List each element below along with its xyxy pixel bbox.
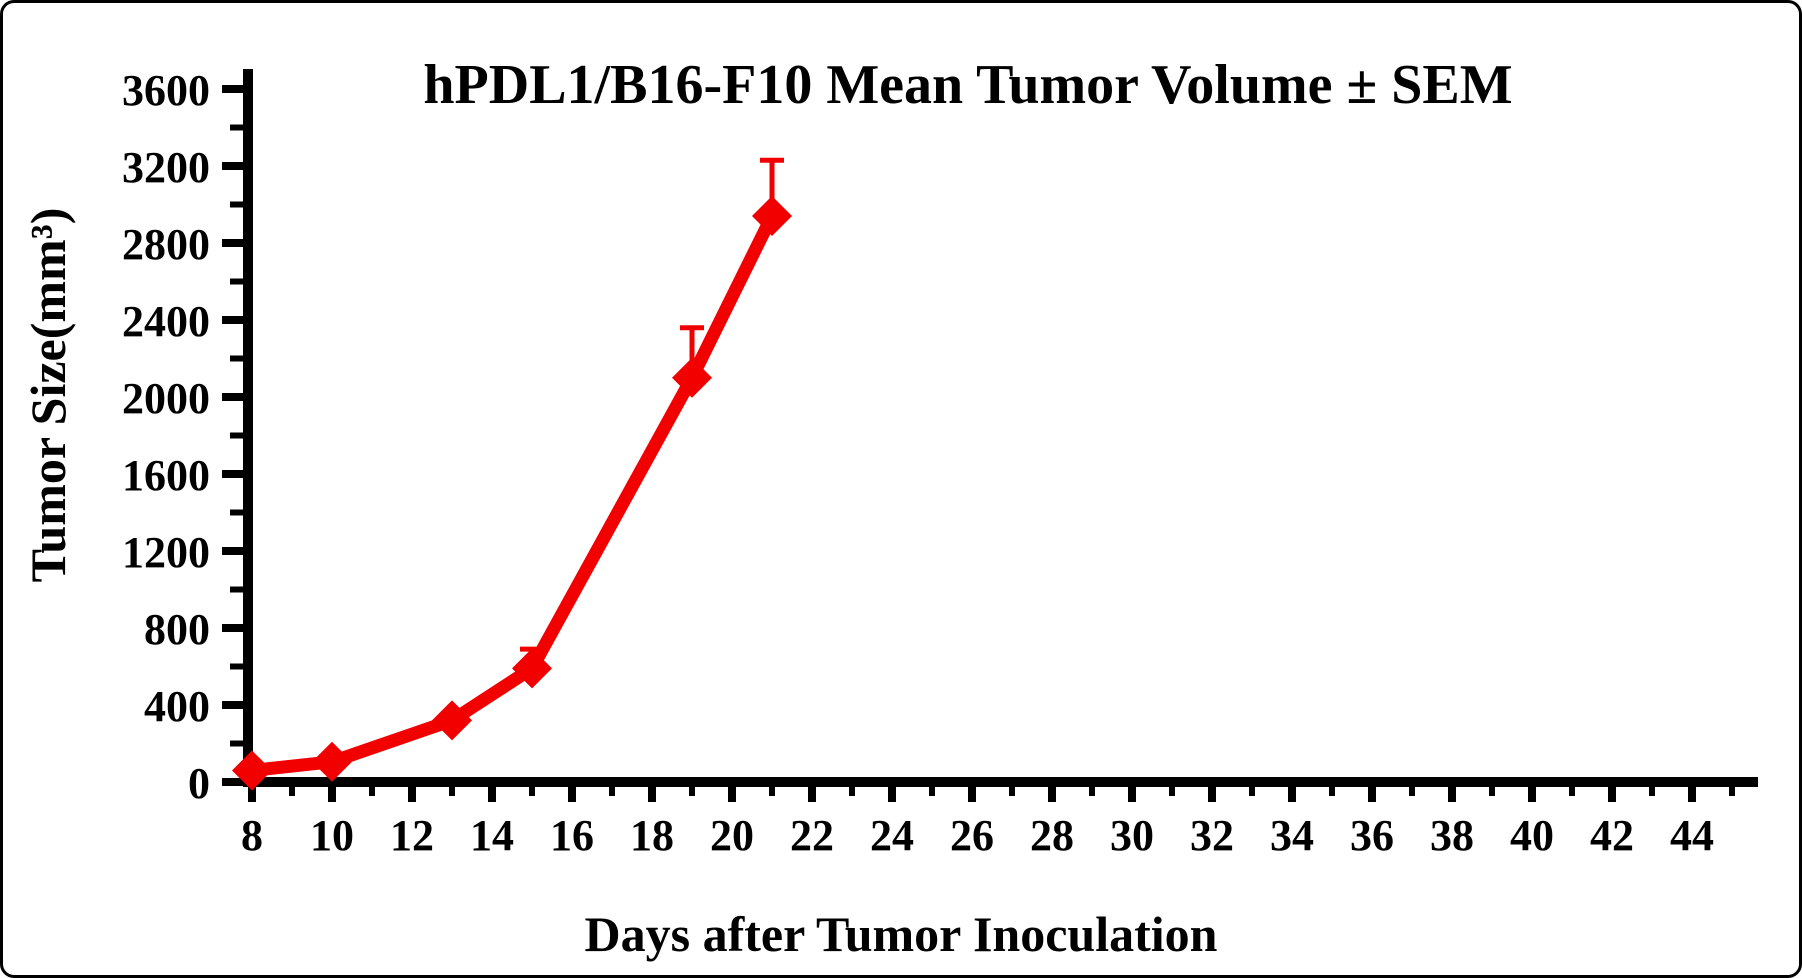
y-tick-label: 400 [144, 682, 210, 731]
x-tick-label: 20 [710, 811, 754, 860]
error-bars [520, 157, 784, 669]
y-tick-label: 2400 [122, 297, 210, 346]
y-tick-label: 0 [188, 759, 210, 808]
x-tick-label: 30 [1110, 811, 1154, 860]
y-tick-label: 2000 [122, 374, 210, 423]
x-axis: 8 10 12 14 16 18 20 22 24 26 28 30 32 34 36 38 40 42 44 [241, 777, 1758, 860]
diamond-marker [312, 741, 352, 782]
x-tick-label: 22 [790, 811, 834, 860]
y-axis-label: Tumor Size(mm³) [20, 208, 76, 583]
y-tick-label: 3200 [122, 143, 210, 192]
x-tick-label: 26 [950, 811, 994, 860]
x-tick-label: 40 [1510, 811, 1554, 860]
x-tick-label: 34 [1270, 811, 1314, 860]
x-tick-label: 18 [630, 811, 674, 860]
diamond-marker [752, 196, 792, 237]
diamond-marker [512, 648, 552, 689]
x-tick-label: 8 [241, 811, 263, 860]
diamond-marker [232, 750, 272, 791]
x-tick-label: 28 [1030, 811, 1074, 860]
x-tick-label: 14 [470, 811, 514, 860]
y-tick-label: 800 [144, 605, 210, 654]
chart-svg: hPDL1/B16-F10 Mean Tumor Volume ± SEM Tu… [20, 54, 1758, 962]
x-axis-label: Days after Tumor Inoculation [585, 906, 1218, 962]
x-tick-label: 36 [1350, 811, 1394, 860]
y-axis: 0 400 800 1200 1600 2000 2400 2800 3200 3600 [122, 66, 253, 808]
x-tick-label: 10 [310, 811, 354, 860]
x-tick-label: 12 [390, 811, 434, 860]
tumor-volume-line [251, 213, 778, 777]
chart-title: hPDL1/B16-F10 Mean Tumor Volume ± SEM [423, 54, 1512, 116]
y-tick-label: 3600 [122, 66, 210, 115]
diamond-marker [432, 700, 472, 741]
series-line [251, 213, 778, 777]
y-tick-label: 1200 [122, 528, 210, 577]
x-tick-label: 32 [1190, 811, 1234, 860]
x-tick-label: 44 [1670, 811, 1714, 860]
diamond-marker [672, 357, 712, 398]
x-tick-label: 42 [1590, 811, 1634, 860]
x-tick-label: 38 [1430, 811, 1474, 860]
series-markers [232, 196, 792, 791]
x-tick-label: 24 [870, 811, 914, 860]
y-tick-label: 1600 [122, 451, 210, 500]
y-tick-label: 2800 [122, 220, 210, 269]
x-tick-label: 16 [550, 811, 594, 860]
